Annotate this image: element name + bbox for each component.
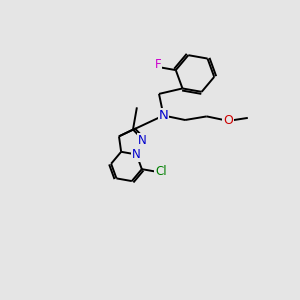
Text: O: O — [224, 114, 233, 128]
Text: N: N — [132, 148, 141, 161]
Text: N: N — [159, 109, 168, 122]
Text: Cl: Cl — [155, 165, 167, 178]
Text: N: N — [138, 134, 147, 147]
Text: F: F — [155, 58, 161, 71]
